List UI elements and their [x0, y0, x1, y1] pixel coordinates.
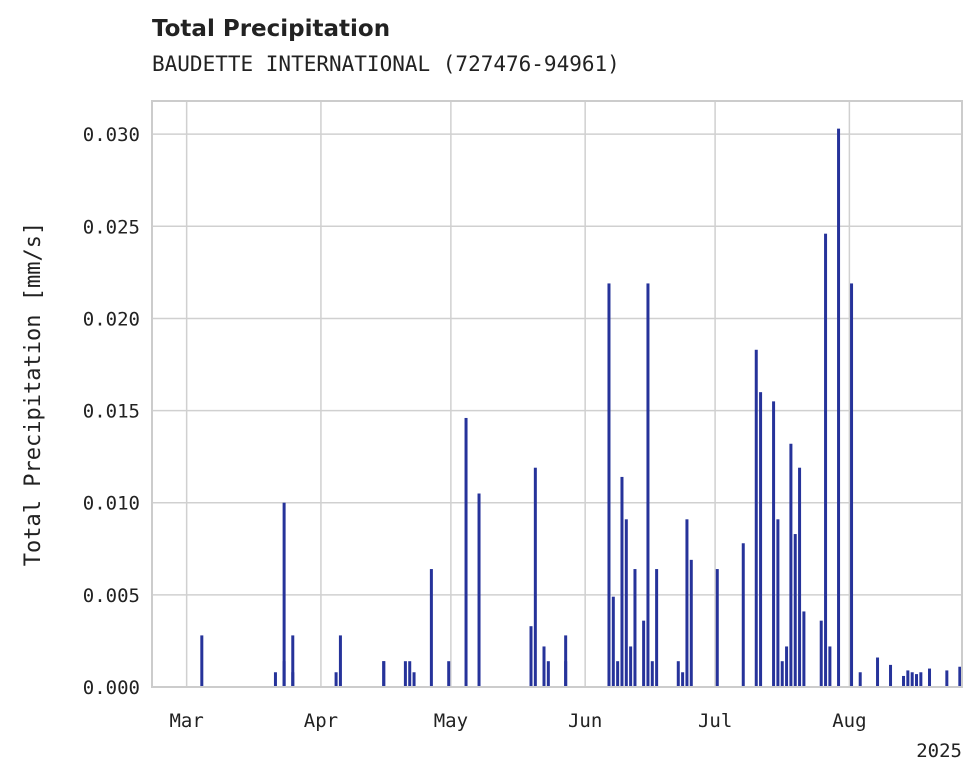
precipitation-bar — [464, 417, 468, 687]
precipitation-bar — [741, 543, 745, 687]
y-axis-label: Total Precipitation [mm/s] — [21, 222, 46, 566]
precipitation-bar — [533, 467, 537, 687]
precipitation-bar — [754, 349, 758, 687]
precipitation-bar — [772, 401, 776, 687]
precipitation-bar — [291, 672, 295, 687]
precipitation-bar — [928, 668, 932, 687]
chart-title: Total Precipitation — [152, 16, 391, 42]
precipitation-bar — [858, 672, 862, 687]
precipitation-bar — [681, 672, 685, 687]
precipitation-bar — [945, 670, 949, 687]
precipitation-bar — [633, 569, 637, 687]
precipitation-bar — [611, 596, 615, 687]
y-tick-label: 0.015 — [83, 401, 140, 423]
precipitation-bar — [958, 666, 962, 687]
precipitation-bar — [200, 635, 204, 687]
precipitation-bar — [780, 661, 784, 687]
precipitation-bar — [837, 128, 841, 688]
y-tick-label: 0.010 — [83, 493, 140, 515]
precipitation-bar — [793, 534, 797, 687]
precipitation-bar — [542, 646, 546, 687]
precipitation-bar — [642, 620, 646, 687]
precipitation-bar — [715, 569, 719, 687]
precipitation-bar — [291, 635, 295, 687]
x-tick-label: Mar — [169, 710, 203, 732]
precipitation-bar — [789, 443, 793, 687]
precipitation-bar — [906, 670, 910, 687]
precipitation-bar — [282, 502, 286, 687]
precipitation-bar — [412, 672, 416, 687]
x-tick-label: Apr — [304, 710, 338, 732]
precipitation-bar — [620, 476, 624, 687]
precipitation-bar — [382, 661, 386, 687]
precipitation-bar — [850, 283, 854, 687]
x-tick-label: Jul — [698, 710, 732, 732]
precipitation-bar — [824, 233, 828, 687]
precipitation-bar — [564, 635, 568, 687]
x-year-label: 2025 — [916, 740, 962, 762]
y-tick-labels: 0.000 0.005 0.010 0.015 0.020 0.025 0.030 — [83, 124, 140, 699]
precipitation-bar — [676, 661, 680, 687]
chart-subtitle: BAUDETTE INTERNATIONAL (727476-94961) — [152, 52, 620, 76]
y-tick-label: 0.000 — [83, 677, 140, 699]
x-tick-label: May — [434, 710, 468, 732]
precipitation-bar — [273, 672, 277, 687]
precipitation-bar — [334, 672, 338, 687]
y-tick-label: 0.030 — [83, 124, 140, 146]
bar-series — [200, 128, 962, 688]
precipitation-bar — [447, 661, 451, 687]
precipitation-bar — [650, 661, 654, 687]
precipitation-bar — [759, 392, 763, 687]
precipitation-bar — [624, 519, 628, 687]
y-tick-label: 0.025 — [83, 216, 140, 238]
precipitation-bar — [919, 672, 923, 687]
precipitation-bar — [802, 611, 806, 687]
y-tick-label: 0.005 — [83, 585, 140, 607]
precipitation-bar — [607, 283, 611, 687]
precipitation-bar — [477, 493, 481, 687]
precipitation-bar — [876, 657, 880, 687]
precipitation-bar — [785, 646, 789, 687]
precipitation-bar — [408, 661, 412, 687]
x-tick-label: Aug — [832, 710, 866, 732]
precipitation-bar — [282, 661, 286, 687]
precipitation-bar — [546, 661, 550, 687]
precipitation-bar — [338, 635, 342, 687]
precipitation-bar — [689, 559, 693, 687]
precipitation-bar — [616, 661, 620, 687]
x-tick-label: Jun — [568, 710, 602, 732]
precipitation-bar — [403, 661, 407, 687]
precipitation-bar — [629, 646, 633, 687]
precipitation-bar — [915, 674, 919, 687]
precipitation-bar — [685, 519, 689, 687]
precipitation-bar — [819, 620, 823, 687]
precipitation-bar — [902, 675, 906, 687]
grid-lines — [152, 101, 962, 688]
y-tick-label: 0.020 — [83, 308, 140, 330]
precipitation-bar — [798, 467, 802, 687]
precipitation-bar — [889, 664, 893, 687]
plot-frame — [151, 100, 963, 688]
precipitation-bar — [910, 672, 914, 687]
precipitation-bar — [529, 626, 533, 687]
precipitation-bar — [646, 283, 650, 687]
precipitation-bar — [828, 646, 832, 687]
x-tick-labels: Mar Apr May Jun Jul Aug — [169, 710, 866, 732]
precipitation-bar — [429, 569, 433, 687]
precipitation-bar — [655, 569, 659, 687]
precipitation-bar — [776, 519, 780, 687]
